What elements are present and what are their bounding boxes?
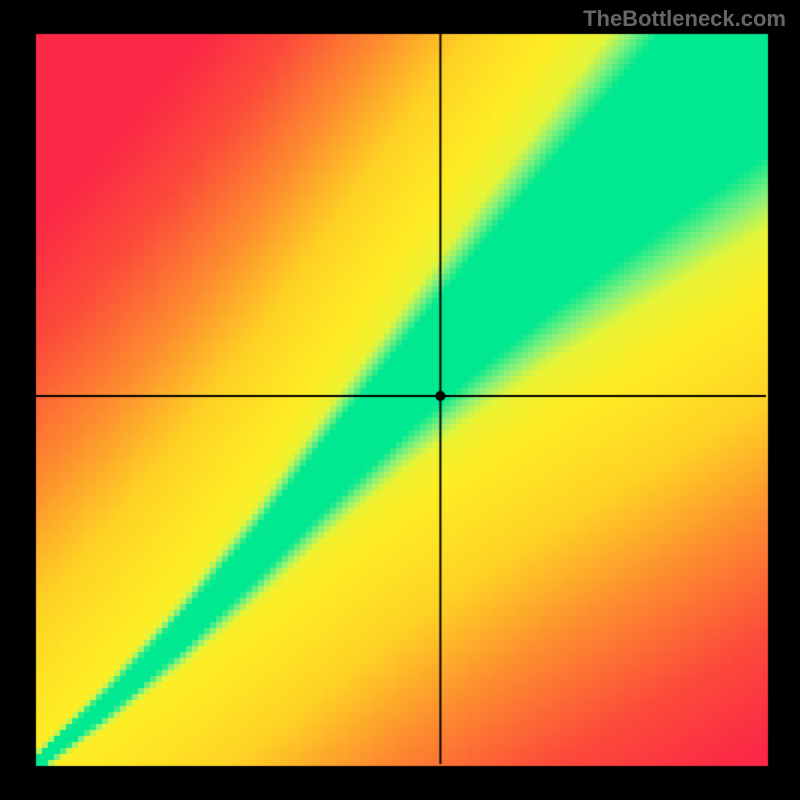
- chart-container: TheBottleneck.com: [0, 0, 800, 800]
- bottleneck-heatmap-canvas: [0, 0, 800, 800]
